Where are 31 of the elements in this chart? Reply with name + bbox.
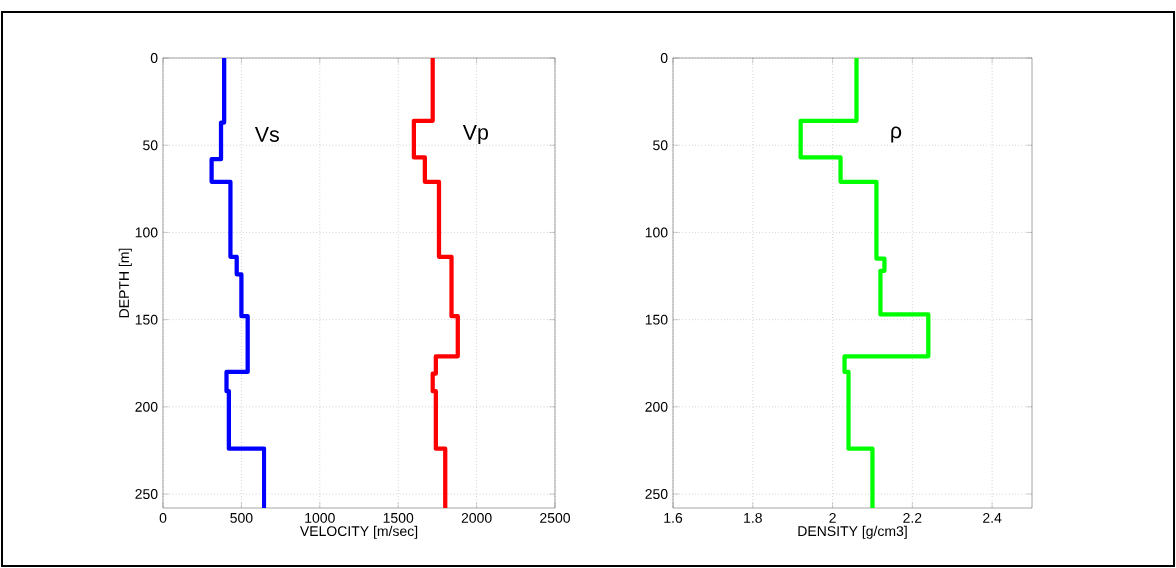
x-tick-label: 1500 — [383, 512, 414, 523]
x-tick-label: 2.4 — [983, 512, 1002, 523]
series-label: ρ — [891, 126, 902, 143]
x-axis-title: VELOCITY [m/sec] — [299, 525, 418, 539]
x-tick-label: 1000 — [305, 512, 335, 523]
y-tick-label: 150 — [135, 314, 158, 325]
x-tick-label: 2000 — [461, 512, 492, 523]
y-tick-label: 250 — [135, 489, 158, 500]
series-label: Vs — [254, 127, 279, 142]
x-axis-title: DENSITY [g/cm3] — [798, 525, 907, 539]
x-tick-label: 0 — [159, 512, 167, 523]
y-tick-label: 100 — [135, 227, 158, 238]
x-tick-label: 2 — [829, 512, 836, 523]
y-tick-label: 200 — [135, 401, 158, 412]
y-tick-label: 200 — [645, 401, 668, 412]
y-tick-label: 250 — [645, 489, 668, 500]
y-axis-title: DEPTH [m] — [118, 248, 132, 318]
x-tick-label: 1.6 — [664, 512, 683, 523]
y-tick-label: 0 — [660, 53, 668, 63]
line-series — [411, 58, 460, 509]
y-tick-label: 50 — [143, 140, 158, 151]
x-tick-label: 2500 — [540, 512, 571, 523]
x-tick-label: 500 — [230, 512, 253, 523]
x-tick-label: 1.8 — [744, 512, 762, 523]
y-tick-label: 150 — [645, 314, 668, 325]
y-tick-label: 50 — [653, 140, 668, 151]
series-label: Vp — [462, 124, 488, 145]
y-tick-label: 100 — [645, 227, 668, 238]
line-series — [798, 58, 931, 509]
y-tick-label: 0 — [150, 53, 158, 63]
x-tick-label: 2.2 — [903, 512, 922, 523]
